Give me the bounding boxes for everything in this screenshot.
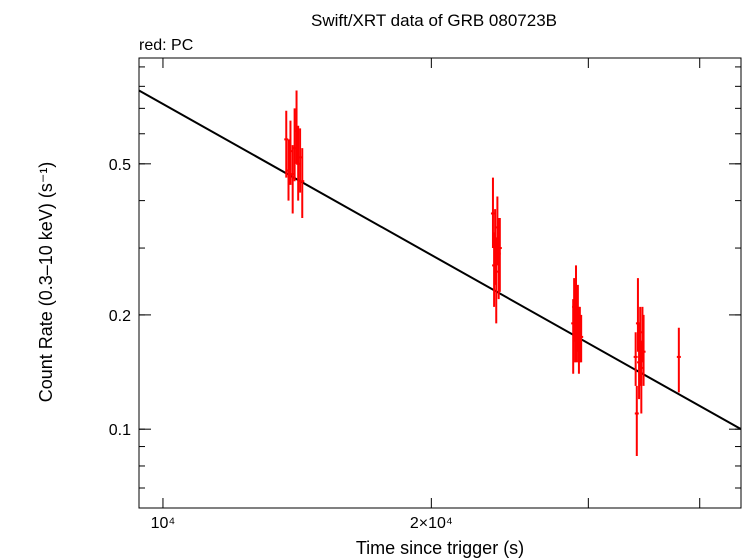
fit-line-layer	[138, 89, 742, 431]
data-points-layer	[284, 90, 681, 456]
x-axis-label: Time since trigger (s)	[356, 538, 524, 558]
chart-subtitle: red: PC	[139, 37, 193, 54]
axis-ticks: 10⁴ 2×10⁴ 0.1 0.2 0.5	[109, 58, 741, 532]
y-tick-label: 0.2	[109, 308, 131, 325]
y-tick-label: 0.1	[109, 422, 131, 439]
chart-title: Swift/XRT data of GRB 080723B	[311, 11, 557, 30]
y-axis-label: Count Rate (0.3–10 keV) (s⁻¹)	[36, 162, 56, 403]
power-law-fit-line	[138, 89, 742, 431]
y-tick-label: 0.5	[109, 157, 131, 174]
x-tick-label: 10⁴	[151, 515, 176, 532]
plot-frame	[138, 57, 742, 509]
x-tick-label: 2×10⁴	[410, 515, 453, 532]
